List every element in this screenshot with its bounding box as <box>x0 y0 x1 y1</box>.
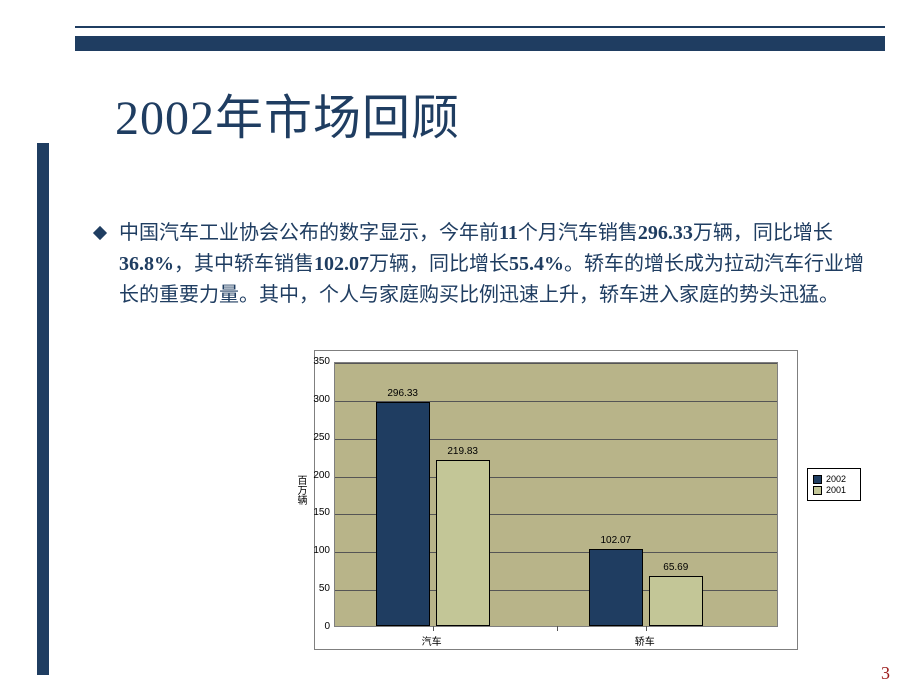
body-paragraph: 中国汽车工业协会公布的数字显示，今年前11个月汽车销售296.33万辆，同比增长… <box>119 218 883 311</box>
chart-ytick: 300 <box>306 394 330 405</box>
chart-bar-label: 65.69 <box>663 562 688 573</box>
chart-ytick: 100 <box>306 545 330 556</box>
page-title: 2002年市场回顾 <box>115 78 460 148</box>
decor-left-bar <box>37 143 49 675</box>
chart-bar <box>376 402 430 626</box>
chart-bar-label: 102.07 <box>601 535 632 546</box>
legend-item: 2001 <box>813 485 855 495</box>
chart-gridline <box>335 363 777 364</box>
chart-bar <box>649 576 703 626</box>
legend-label: 2002 <box>826 474 846 484</box>
decor-thick-bar <box>75 36 885 51</box>
legend-swatch <box>813 486 822 495</box>
decor-thin-bar <box>75 26 885 28</box>
chart-ytick: 0 <box>306 621 330 632</box>
legend-item: 2002 <box>813 474 855 484</box>
chart-bar <box>589 549 643 626</box>
page-number: 3 <box>881 663 890 684</box>
legend-swatch <box>813 475 822 484</box>
diamond-bullet-icon <box>93 226 107 240</box>
chart-bar-label: 296.33 <box>387 388 418 399</box>
chart-ytick: 350 <box>306 356 330 367</box>
legend-label: 2001 <box>826 485 846 495</box>
chart-ytick: 150 <box>306 507 330 518</box>
chart-legend: 20022001 <box>807 468 861 501</box>
chart-ytick: 200 <box>306 470 330 481</box>
chart-ytick: 50 <box>306 583 330 594</box>
chart-plot-area: 296.33 219.83 102.07 65.69 <box>334 362 778 627</box>
chart-bar-label: 219.83 <box>447 446 478 457</box>
chart-bar <box>436 460 490 626</box>
bullet-row: 中国汽车工业协会公布的数字显示，今年前11个月汽车销售296.33万辆，同比增长… <box>93 218 883 311</box>
chart-xtick: 汽车 <box>422 633 442 648</box>
chart-ytick: 250 <box>306 432 330 443</box>
bar-chart: 296.33219.83102.0765.69 百万辆 20022001 050… <box>262 350 884 670</box>
chart-xtick: 轿车 <box>635 633 655 648</box>
